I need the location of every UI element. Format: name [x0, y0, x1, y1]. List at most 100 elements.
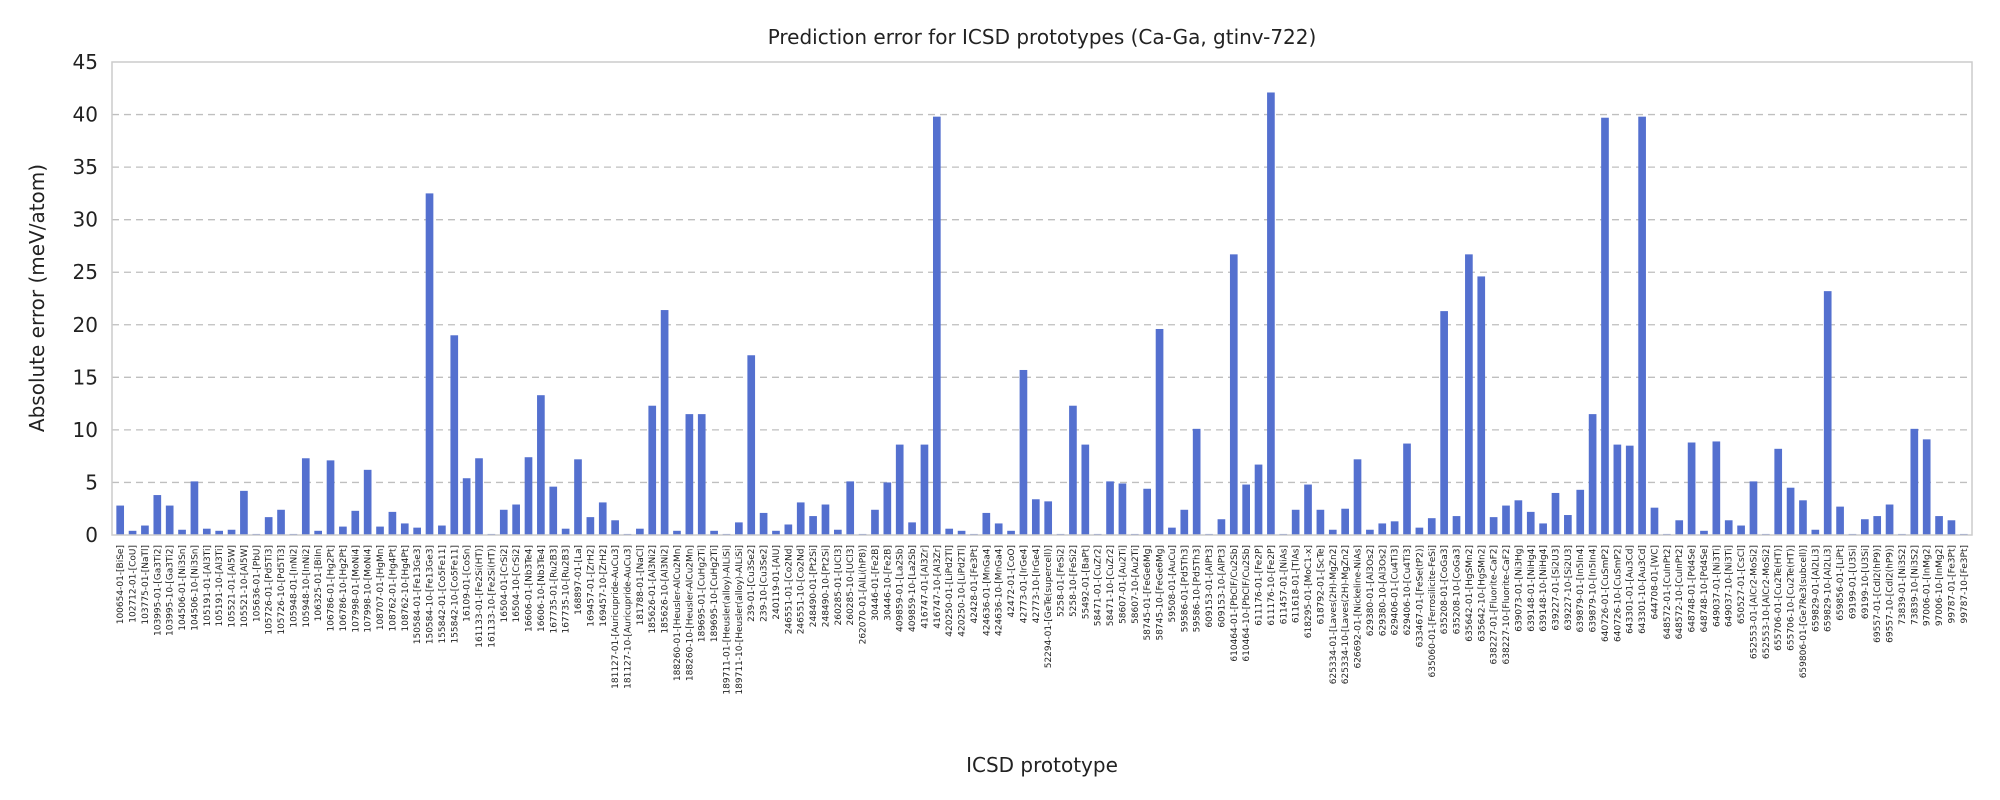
x-tick-label: 649037-01-[Ni3Ti]	[1712, 545, 1722, 627]
x-tick-label: 58607-10-[Au2Ti]	[1131, 545, 1141, 624]
x-tick-label: 16504-01-[CrSi2]	[500, 545, 510, 623]
x-tick-label: 100654-01-[BiSe]	[116, 545, 126, 624]
bar	[1935, 516, 1943, 535]
x-tick-label: 246551-10-[Co2Nd]	[797, 545, 807, 634]
bar	[1316, 509, 1325, 535]
x-tick-label: 260285-01-[UCl3]	[834, 545, 844, 625]
x-tick-label: 409859-10-[La2Sb]	[908, 545, 918, 632]
bar	[400, 523, 409, 535]
x-tick-label: 638227-01-[Fluorite-CaF2]	[1490, 545, 1500, 664]
x-tick-label: 169457-10-[ZrH2]	[599, 545, 609, 627]
x-tick-label: 104506-01-[Ni3Sn]	[178, 545, 188, 631]
y-tick-label: 45	[73, 50, 98, 74]
bar	[1860, 519, 1869, 535]
x-tick-label: 611176-10-[Fe2P]	[1267, 545, 1277, 626]
x-tick-label: 189695-01-[CuHg2Ti]	[698, 545, 708, 642]
x-tick-label: 42428-01-[Fe3Pt]	[970, 545, 980, 624]
bar	[277, 509, 285, 535]
bar	[240, 490, 248, 535]
bar	[537, 395, 545, 535]
x-tick-label: 185626-01-[Al3Ni2]	[648, 545, 658, 634]
bar	[1687, 442, 1696, 535]
bar	[1192, 428, 1201, 535]
y-tick-label: 40	[73, 103, 98, 127]
x-tick-label: 629380-10-[Al3Os2]	[1378, 545, 1388, 636]
bar	[1675, 520, 1684, 535]
x-tick-label: 69557-10-[CdI2(hP9)]	[1886, 545, 1896, 643]
bar	[1019, 369, 1028, 535]
bar	[1229, 254, 1238, 535]
x-tick-label: 105948-10-[InNi2]	[302, 545, 312, 628]
plot-frame	[111, 61, 1973, 536]
bar	[116, 505, 125, 535]
bar	[264, 517, 273, 535]
bar	[982, 512, 991, 535]
y-tick-label: 15	[73, 365, 98, 389]
x-tick-label: 420250-10-[LiPd2Tl]	[958, 545, 968, 637]
bar	[227, 529, 236, 535]
x-tick-label: 58471-10-[CuZr2]	[1106, 545, 1116, 626]
x-tick-label: 626692-01-[Nickeline-NiAs]	[1354, 545, 1364, 669]
x-tick-label: 652553-01-[AlCr2-MoSi2]	[1749, 545, 1759, 659]
grid-lines	[112, 113, 1972, 484]
x-tick-label: 629380-01-[Al3Os2]	[1366, 545, 1376, 636]
bar	[821, 504, 830, 535]
bar	[1267, 92, 1275, 535]
x-tick-label: 181788-01-[NaCl]	[636, 545, 646, 625]
bar	[598, 502, 607, 535]
bar	[1155, 328, 1164, 535]
chart-title: Prediction error for ICSD prototypes (Ca…	[768, 25, 1317, 49]
bar	[1304, 484, 1312, 535]
x-tick-label: 629406-10-[Cu4Ti3]	[1403, 545, 1413, 636]
bar	[165, 505, 174, 535]
x-tick-label: 59508-01-[AuCu]	[1168, 545, 1178, 622]
x-tick-label: 42773-01-[IrGe4]	[1019, 545, 1029, 623]
bar	[1217, 519, 1226, 535]
x-tick-label: 5258-10-[FeSi2]	[1069, 545, 1079, 617]
bar	[314, 530, 322, 535]
bar	[1180, 509, 1189, 535]
x-tick-label: 150584-01-[Fe13Ge3]	[413, 545, 423, 644]
bar	[1031, 499, 1040, 535]
bar	[190, 481, 199, 535]
x-tick-label: 248490-01-[Pt2Si]	[809, 545, 819, 627]
x-tick-label: 104506-10-[Ni3Sn]	[190, 545, 200, 631]
x-tick-label: 639073-01-[Ni3Hg]	[1514, 545, 1524, 632]
x-tick-label: 648572-10-[CuInPt2]	[1675, 545, 1685, 639]
bar	[1427, 518, 1436, 535]
x-tick-label: 16606-10-[Nb3Te4]	[537, 545, 547, 632]
bar	[1440, 311, 1448, 535]
bar	[326, 460, 335, 535]
x-tick-label: 239-10-[Cu3Se2]	[760, 545, 770, 622]
x-tick-label: 167735-10-[Ru2B3]	[562, 545, 572, 634]
bar	[1613, 444, 1622, 535]
x-tick-label: 188260-01-[Heusler-AlCu2Mn]	[673, 545, 683, 681]
x-tick-label: 409859-01-[La2Sb]	[896, 545, 906, 632]
bar	[1700, 530, 1708, 535]
bar	[549, 486, 558, 535]
y-tick-label: 30	[73, 208, 98, 232]
bar	[1576, 489, 1585, 535]
x-tick-label: 103995-01-[Ga3Ti2]	[153, 545, 163, 636]
x-tick-label: 648748-01-[Pd4Se]	[1688, 545, 1698, 632]
bar	[846, 481, 855, 535]
x-tick-label: 610464-01-[PbClF/Cu2Sb]	[1230, 545, 1240, 662]
x-tick-label: 59586-01-[Pd5Th3]	[1180, 545, 1190, 632]
x-tick-label: 69557-01-[CdI2(hP9)]	[1873, 545, 1883, 643]
x-tick-label: 16606-01-[Nb3Te4]	[525, 545, 535, 632]
y-tick-label: 5	[85, 470, 98, 494]
x-tick-label: 611457-01-[NiAs]	[1279, 545, 1289, 624]
x-tick-label: 102712-01-[CoU]	[129, 545, 139, 623]
x-tick-label: 155842-10-[Co5Fe11]	[450, 545, 460, 644]
bar	[1415, 527, 1424, 535]
bar	[611, 520, 619, 535]
y-tick-label: 0	[85, 523, 98, 547]
bar	[772, 530, 780, 535]
bar	[1291, 509, 1300, 535]
x-tick-label: 59586-10-[Pd5Th3]	[1193, 545, 1203, 632]
x-tick-label: 639227-10-[Si2U3]	[1564, 545, 1574, 631]
x-tick-label: 635208-01-[CoGa3]	[1440, 545, 1450, 634]
bar	[710, 530, 718, 535]
